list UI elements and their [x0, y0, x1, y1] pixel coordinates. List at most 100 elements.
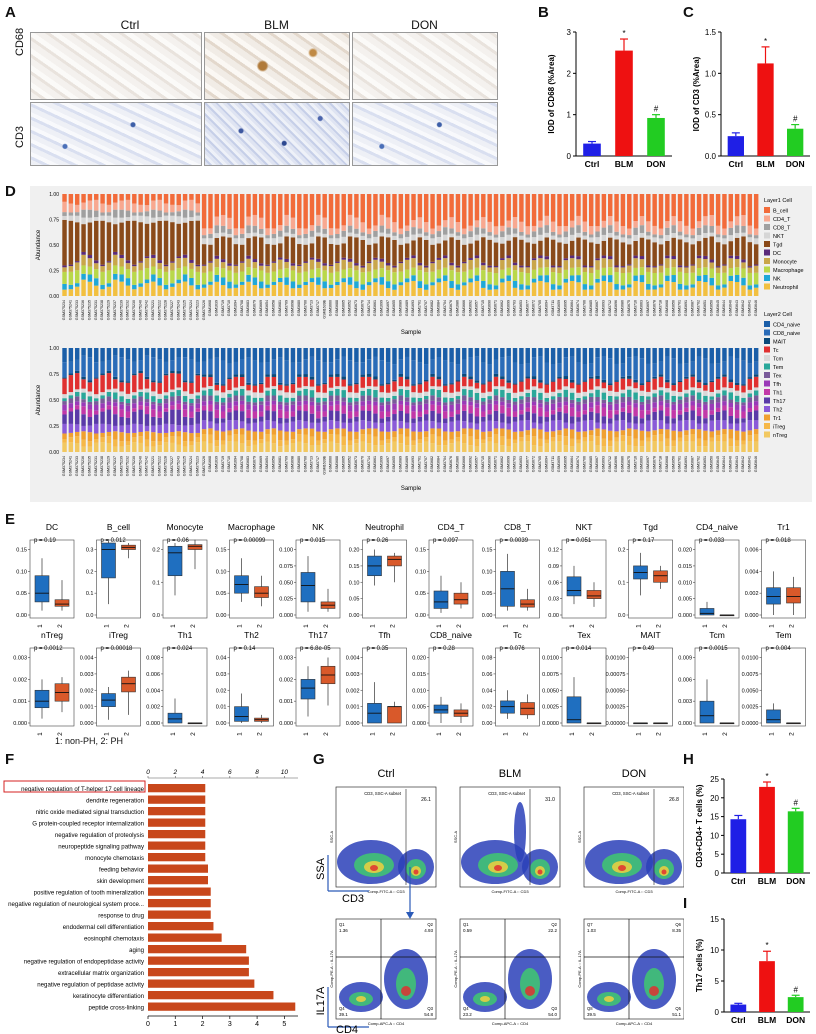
bar-don — [787, 997, 804, 1012]
stack-seg — [646, 194, 651, 222]
stack-seg — [195, 432, 200, 438]
stack-seg — [157, 348, 162, 360]
box-title: CD8_naive — [430, 630, 472, 640]
stack-seg — [747, 389, 753, 394]
stack-seg — [119, 209, 124, 218]
stack-seg — [449, 401, 454, 405]
box-title: NKT — [576, 522, 593, 532]
stack-seg — [163, 220, 169, 265]
stack-seg — [753, 374, 759, 377]
f-x-tick-label: 0 — [146, 1021, 150, 1028]
highlight-box — [3, 780, 146, 793]
stack-seg — [601, 392, 607, 400]
box-frame — [561, 647, 607, 727]
stack-seg — [449, 383, 454, 385]
stack-seg — [569, 429, 575, 439]
stack-seg — [493, 410, 499, 422]
stack-seg — [195, 403, 200, 409]
density-blob — [396, 968, 416, 1000]
stack-seg — [208, 386, 213, 389]
stack-seg — [734, 357, 740, 383]
stack-seg — [144, 406, 150, 415]
stack-seg — [417, 281, 423, 289]
stack-seg — [544, 384, 549, 393]
stack-seg — [741, 405, 746, 412]
f-x-tick-label: 1 — [173, 1021, 177, 1028]
quad-name: Q5 — [675, 1006, 681, 1011]
stack-seg — [309, 356, 315, 377]
stack-seg — [163, 403, 169, 409]
stack-seg — [449, 237, 454, 263]
sample-label: GSM3673 — [354, 456, 358, 472]
sample-label: GSM3711 — [551, 456, 555, 472]
stack-seg — [652, 237, 657, 243]
stack-seg — [569, 446, 575, 452]
stack-seg — [576, 397, 581, 402]
go-term-label: keratinocyte differentiation — [73, 993, 144, 1000]
box-y-tick-label: 0.03 — [216, 672, 227, 678]
stack-seg — [100, 220, 105, 265]
axis-name-ssa: SSA — [315, 857, 327, 880]
sample-label: GSM3715 — [481, 300, 485, 316]
stack-seg — [677, 420, 683, 432]
stack-seg — [341, 379, 346, 387]
box-y-tick-label: 0.005 — [678, 597, 692, 603]
stack-seg — [671, 259, 676, 268]
stack-seg — [322, 281, 327, 289]
stack-seg — [417, 262, 423, 266]
stack-seg — [157, 217, 162, 221]
stack-seg — [639, 256, 645, 260]
stack-seg — [195, 212, 200, 216]
stack-seg — [239, 238, 245, 245]
stack-seg — [696, 379, 702, 383]
sample-label: GSM3682 — [430, 456, 434, 472]
stack-seg — [404, 269, 410, 279]
quad-value: 39.5 — [587, 1012, 596, 1017]
stack-seg — [652, 348, 657, 364]
stack-seg — [576, 259, 581, 268]
stack-seg — [474, 407, 480, 417]
stack-seg — [436, 386, 442, 390]
box-x-label: 1 — [170, 732, 177, 736]
box-y-tick-label: 0.2 — [86, 569, 94, 575]
stack-seg — [506, 403, 511, 408]
sample-label: GSM3678 — [652, 456, 656, 472]
stack-seg — [430, 285, 435, 296]
stack-seg — [398, 428, 404, 435]
sample-label: GSM3668 — [665, 300, 669, 316]
quad-value: 51.1 — [672, 1012, 681, 1017]
stack-seg — [582, 363, 588, 381]
stack-seg — [404, 445, 410, 452]
stack-seg — [544, 267, 549, 276]
stack-seg — [728, 382, 734, 389]
stack-seg — [747, 441, 753, 452]
stack-seg — [474, 446, 480, 452]
stack-seg — [271, 395, 277, 401]
density-blob — [356, 996, 366, 1002]
stack-seg — [715, 267, 721, 273]
stack-seg — [87, 258, 93, 267]
stack-seg — [715, 289, 721, 296]
stack-seg — [366, 348, 372, 360]
stack-seg — [646, 363, 651, 381]
stack-seg — [360, 265, 365, 268]
stack-seg — [703, 282, 708, 296]
stack-seg — [487, 284, 492, 290]
stack-seg — [512, 287, 518, 296]
stack-seg — [239, 281, 245, 285]
stack-seg — [278, 423, 283, 431]
stack-seg — [633, 258, 638, 268]
box-y-tick-label: 0.12 — [548, 548, 559, 554]
stack-seg — [398, 389, 404, 396]
stack-seg — [347, 194, 353, 215]
stack-seg — [677, 348, 683, 364]
row-label-cd3: CD3 — [14, 125, 26, 148]
box-y-tick-label: 0.15 — [216, 548, 227, 554]
stack-seg — [474, 380, 480, 383]
stack-seg — [595, 401, 600, 406]
stack-seg — [290, 421, 296, 432]
stack-seg — [157, 403, 162, 406]
stack-seg — [62, 423, 67, 434]
stack-seg — [588, 411, 594, 421]
stack-seg — [436, 397, 442, 402]
